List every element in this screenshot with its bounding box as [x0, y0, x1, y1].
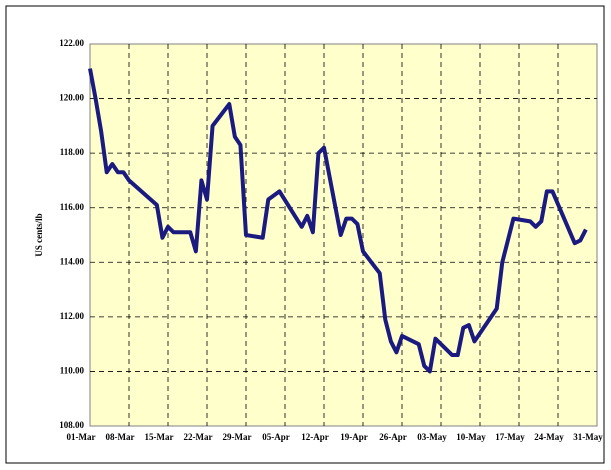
y-tick-label: 116.00 — [60, 202, 85, 212]
x-tick-label: 15-Mar — [145, 432, 174, 442]
y-tick-label: 114.00 — [60, 256, 85, 266]
x-tick-label: 03-May — [417, 432, 447, 442]
x-tick-label: 17-May — [495, 432, 525, 442]
x-tick-label: 19-Apr — [340, 432, 368, 442]
x-tick-label: 29-Mar — [223, 432, 252, 442]
x-tick-label: 22-Mar — [184, 432, 213, 442]
x-tick-label: 12-Apr — [301, 432, 329, 442]
y-axis-label: US cents/lb — [34, 213, 44, 256]
x-tick-label: 01-Mar — [67, 432, 96, 442]
x-tick-label: 08-Mar — [106, 432, 135, 442]
y-tick-label: 118.00 — [60, 147, 85, 157]
y-tick-label: 110.00 — [60, 365, 85, 375]
data-line — [88, 68, 588, 374]
x-tick-label: 31-May — [573, 432, 603, 442]
x-tick-label: 24-May — [534, 432, 564, 442]
y-tick-label: 120.00 — [59, 93, 84, 103]
y-tick-label: 112.00 — [60, 311, 85, 321]
y-tick-label: 122.00 — [59, 38, 84, 48]
y-tick-label: 108.00 — [59, 420, 84, 430]
x-tick-label: 10-May — [456, 432, 486, 442]
x-tick-label: 26-Apr — [379, 432, 407, 442]
plot-area — [89, 43, 598, 427]
x-tick-label: 05-Apr — [262, 432, 290, 442]
